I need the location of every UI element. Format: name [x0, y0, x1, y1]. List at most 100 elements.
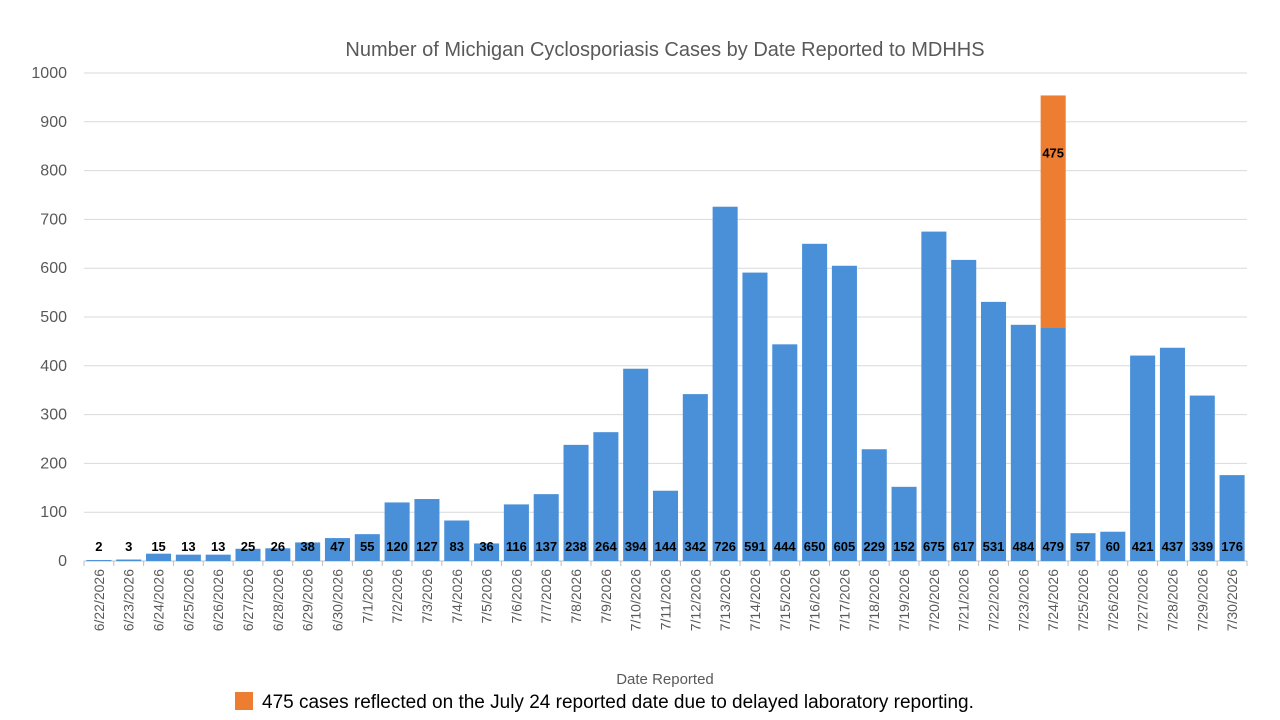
- bar: [831, 265, 857, 561]
- x-tick-label: 7/25/2026: [1075, 569, 1091, 631]
- x-tick-label: 7/2/2026: [389, 569, 405, 624]
- x-tick-label: 7/5/2026: [479, 569, 495, 624]
- bar: [384, 502, 410, 561]
- x-tick-label: 7/22/2026: [986, 569, 1002, 631]
- data-label: 15: [151, 539, 165, 554]
- data-label: 531: [983, 539, 1005, 554]
- data-label: 605: [834, 539, 856, 554]
- data-label: 2: [95, 539, 102, 554]
- data-label: 650: [804, 539, 826, 554]
- legend-label: 475 cases reflected on the July 24 repor…: [262, 692, 974, 713]
- bar: [891, 486, 917, 561]
- data-label: 238: [565, 539, 587, 554]
- bar: [951, 259, 977, 561]
- x-tick-label: 7/23/2026: [1015, 569, 1031, 631]
- data-label: 264: [595, 539, 617, 554]
- x-tick-label: 7/4/2026: [449, 569, 465, 624]
- x-tick-label: 7/17/2026: [836, 569, 852, 631]
- data-label: 421: [1132, 539, 1154, 554]
- bar: [444, 520, 470, 561]
- x-tick-label: 7/28/2026: [1164, 569, 1180, 631]
- data-label: 444: [774, 539, 796, 554]
- y-tick-label: 300: [40, 407, 67, 424]
- bar: [474, 543, 500, 561]
- x-tick-label: 7/30/2026: [1224, 569, 1240, 631]
- y-tick-label: 700: [40, 211, 67, 228]
- bar: [1040, 327, 1066, 561]
- x-tick-label: 7/15/2026: [777, 569, 793, 631]
- data-label: 13: [211, 539, 225, 554]
- bar: [1189, 395, 1215, 561]
- x-tick-label: 7/9/2026: [598, 569, 614, 624]
- data-label: 176: [1221, 539, 1243, 554]
- data-labels: 2 3 15 13 13 25 26 38 47 55 120 127 83 36 116 137 238 264…: [95, 145, 1243, 554]
- y-tick-label: 800: [40, 163, 67, 180]
- legend-swatch: [235, 692, 253, 710]
- x-tick-label: 7/8/2026: [568, 569, 584, 624]
- data-label: 484: [1012, 539, 1034, 554]
- x-tick-label: 7/10/2026: [628, 569, 644, 631]
- bar: [1100, 531, 1126, 561]
- data-label: 83: [450, 539, 464, 554]
- data-label: 38: [300, 539, 314, 554]
- data-label: 36: [479, 539, 493, 554]
- x-tick-label: 7/11/2026: [658, 569, 674, 630]
- x-tick-label: 7/16/2026: [807, 569, 823, 631]
- data-label: 3: [125, 539, 132, 554]
- x-tick-label: 6/29/2026: [300, 569, 316, 631]
- x-tick-label: 7/24/2026: [1045, 569, 1061, 631]
- bar: [1130, 355, 1156, 561]
- x-axis: 6/22/2026 6/23/2026 6/24/2026 6/25/2026 6/26…: [83, 561, 1248, 631]
- x-tick-label: 7/18/2026: [866, 569, 882, 631]
- data-label: 25: [241, 539, 255, 554]
- x-tick-label: 6/22/2026: [91, 569, 107, 631]
- bar: [324, 538, 350, 561]
- x-tick-label: 6/28/2026: [270, 569, 286, 631]
- bar: [652, 490, 679, 561]
- x-tick-label: 7/26/2026: [1105, 569, 1121, 631]
- x-tick-label: 7/7/2026: [538, 569, 554, 624]
- bar: [295, 542, 321, 561]
- x-axis-title: Date Reported: [616, 671, 714, 688]
- data-label: 47: [330, 539, 344, 554]
- data-label: 394: [625, 539, 647, 554]
- data-label: 57: [1076, 539, 1090, 554]
- data-label: 137: [535, 539, 557, 554]
- y-tick-label: 900: [40, 114, 67, 131]
- data-label: 152: [893, 539, 915, 554]
- y-tick-label: 600: [40, 260, 67, 277]
- x-tick-label: 6/25/2026: [180, 569, 196, 631]
- data-label: 229: [863, 539, 885, 554]
- x-tick-label: 6/23/2026: [121, 569, 137, 631]
- bar: [354, 534, 380, 561]
- y-tick-label: 0: [58, 553, 67, 570]
- x-tick-label: 6/30/2026: [329, 569, 345, 631]
- bar: [1070, 533, 1096, 561]
- x-tick-label: 6/24/2026: [151, 569, 167, 631]
- bar: [86, 560, 112, 561]
- data-label: 479: [1042, 539, 1064, 554]
- bar: [414, 499, 440, 561]
- y-tick-label: 200: [40, 455, 67, 472]
- bar: [861, 449, 887, 561]
- data-label: 120: [386, 539, 408, 554]
- bar: [563, 444, 589, 561]
- data-label: 342: [684, 539, 706, 554]
- data-label: 475: [1042, 145, 1064, 160]
- x-tick-label: 6/27/2026: [240, 569, 256, 631]
- bar: [802, 243, 828, 562]
- x-tick-label: 7/29/2026: [1194, 569, 1210, 631]
- x-tick-label: 7/20/2026: [926, 569, 942, 631]
- y-tick-label: 1000: [31, 65, 67, 82]
- chart-title: Number of Michigan Cyclosporiasis Cases …: [345, 39, 984, 61]
- bar: [712, 206, 738, 561]
- bars: [86, 95, 1245, 562]
- y-tick-label: 500: [40, 309, 67, 326]
- x-tick-label: 7/13/2026: [717, 569, 733, 631]
- data-label: 144: [655, 539, 677, 554]
- x-tick-label: 6/26/2026: [210, 569, 226, 631]
- y-tick-label: 100: [40, 504, 67, 521]
- legend: 475 cases reflected on the July 24 repor…: [235, 692, 974, 713]
- bar: [981, 301, 1007, 561]
